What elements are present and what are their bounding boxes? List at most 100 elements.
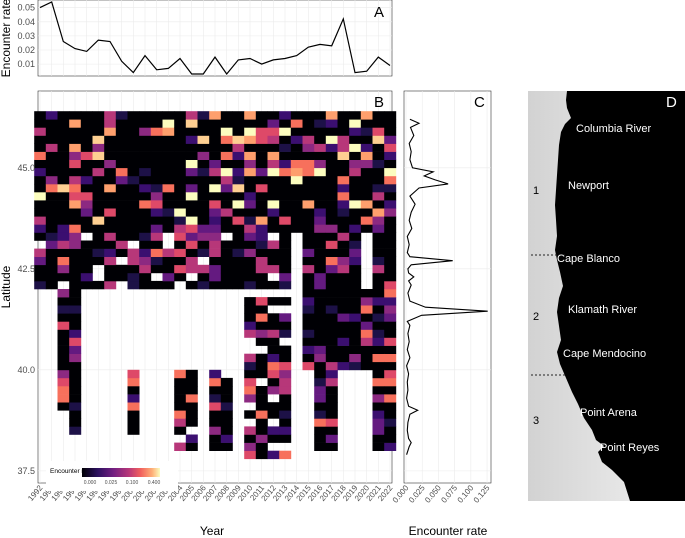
legend-tick-3: 0.400 xyxy=(148,480,161,486)
heatmap-cell xyxy=(349,143,362,152)
heatmap-cell xyxy=(302,272,315,282)
heatmap-cell xyxy=(45,224,58,233)
heatmap-cell xyxy=(384,394,397,403)
heatmap-cell xyxy=(127,175,140,185)
heatmap-cell xyxy=(150,224,163,233)
heatmap-cell xyxy=(197,167,210,177)
heatmap-cell xyxy=(244,280,257,290)
heatmap-cell xyxy=(302,289,315,298)
heatmap-cell xyxy=(185,192,198,201)
heatmap-cell xyxy=(174,208,187,217)
heatmap-cell xyxy=(174,248,187,257)
heatmap-cell xyxy=(360,321,373,330)
heatmap-cell xyxy=(267,321,280,330)
heatmap-cell xyxy=(80,240,93,249)
heatmap-cell xyxy=(104,151,117,160)
heatmap-cell xyxy=(302,345,315,354)
panel-label-b: B xyxy=(374,94,384,111)
heatmap-cell xyxy=(372,313,385,322)
heatmap-cell xyxy=(337,119,350,128)
heatmap-cell xyxy=(372,159,385,169)
heatmap-cell xyxy=(80,143,93,152)
heatmap-cell xyxy=(349,321,362,330)
heatmap-cell xyxy=(115,264,128,274)
heatmap-cell xyxy=(57,256,70,266)
heatmap-cell xyxy=(69,240,82,249)
heatmap-cell xyxy=(209,394,222,403)
panel-c-line xyxy=(406,118,488,455)
heatmap-cell xyxy=(92,216,105,225)
heatmap-cell xyxy=(92,224,105,233)
heatmap-cell xyxy=(232,167,245,177)
heatmap-cell xyxy=(314,329,327,338)
heatmap-cell xyxy=(209,232,222,241)
heatmap-cell xyxy=(174,119,187,128)
heatmap-cell xyxy=(57,127,70,136)
map-label-klamath-river: Klamath River xyxy=(568,304,637,316)
heatmap-cell xyxy=(372,232,385,241)
heatmap-cell xyxy=(139,208,152,217)
heatmap-cell xyxy=(302,297,315,306)
heatmap-cell xyxy=(150,183,163,193)
heatmap-cell xyxy=(267,135,280,144)
heatmap-cell xyxy=(360,135,373,144)
panel-b-ytick-label: 37.5 xyxy=(17,466,35,476)
heatmap-cell xyxy=(139,240,152,249)
heatmap-cell xyxy=(255,402,268,411)
heatmap-cell xyxy=(174,159,187,169)
heatmap-cell xyxy=(302,208,315,217)
heatmap-cell xyxy=(69,272,82,282)
heatmap-cell xyxy=(244,135,257,144)
heatmap-cell xyxy=(325,369,338,379)
heatmap-cell xyxy=(174,402,187,411)
heatmap-cell xyxy=(162,175,175,185)
heatmap-cell xyxy=(197,248,210,257)
heatmap-cell xyxy=(244,394,257,403)
heatmap-cell xyxy=(255,450,268,460)
heatmap-cell xyxy=(349,256,362,266)
heatmap-cell xyxy=(244,240,257,249)
heatmap-cell xyxy=(209,127,222,136)
heatmap-cell xyxy=(290,167,303,177)
heatmap-cell xyxy=(80,192,93,201)
heatmap-cell xyxy=(127,183,140,193)
heatmap-cell xyxy=(279,297,292,306)
heatmap-cell xyxy=(384,208,397,217)
heatmap-cell xyxy=(267,377,280,387)
heatmap-cell xyxy=(150,159,163,169)
heatmap-cell xyxy=(267,410,280,419)
heatmap-cell xyxy=(372,418,385,427)
heatmap-cell xyxy=(115,127,128,136)
heatmap-cell xyxy=(232,224,245,233)
heatmap-cell xyxy=(279,183,292,193)
heatmap-cell xyxy=(197,183,210,193)
heatmap-cell xyxy=(360,208,373,217)
heatmap-cell xyxy=(232,183,245,193)
heatmap-cell xyxy=(384,321,397,330)
heatmap-cell xyxy=(139,183,152,193)
heatmap-cell xyxy=(104,240,117,249)
heatmap-cell xyxy=(69,289,82,298)
heatmap-cell xyxy=(290,127,303,136)
heatmap-cell xyxy=(279,418,292,427)
heatmap-cell xyxy=(325,377,338,387)
heatmap-cell xyxy=(34,264,47,274)
heatmap-cell xyxy=(34,167,47,177)
heatmap-cell xyxy=(372,297,385,306)
heatmap-cell xyxy=(360,289,373,298)
heatmap-cell xyxy=(115,151,128,160)
heatmap-cell xyxy=(255,151,268,160)
heatmap-cell xyxy=(244,256,257,266)
heatmap-cell xyxy=(384,143,397,152)
heatmap-cell xyxy=(80,256,93,266)
heatmap-cell xyxy=(349,272,362,282)
heatmap-cell xyxy=(209,240,222,249)
heatmap-cell xyxy=(290,119,303,128)
heatmap-cell xyxy=(57,111,70,120)
heatmap-cell xyxy=(314,377,327,387)
heatmap-cell xyxy=(279,386,292,395)
heatmap-cell xyxy=(92,143,105,152)
heatmap-cell xyxy=(197,232,210,241)
heatmap-cell xyxy=(384,151,397,160)
panel-a: 0.01 0.02 0.03 0.04 0.05 A Encounter rate xyxy=(0,0,393,77)
